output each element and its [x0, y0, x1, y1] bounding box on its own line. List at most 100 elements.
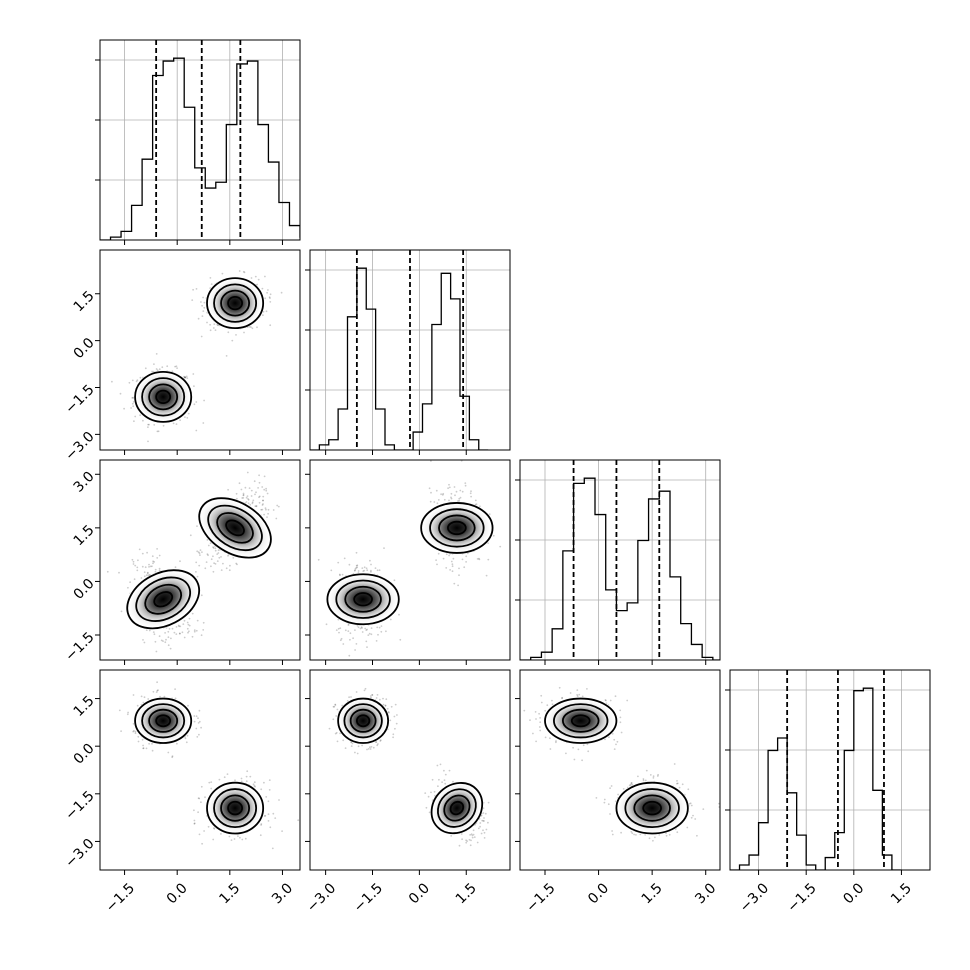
xtick-label-3-2: 0.0 — [840, 880, 867, 907]
panel-frame-0-0 — [99, 39, 301, 241]
ytick-label-3-3: 1.5 — [71, 693, 98, 720]
xtick-label-1-3: 1.5 — [453, 880, 480, 907]
ytick-label-3-2: 0.0 — [71, 741, 98, 768]
contour-1-0-0-2 — [141, 377, 186, 417]
panel-frame-3-3 — [729, 669, 931, 871]
panel-frame-2-2 — [519, 459, 721, 661]
contour-2-1-0-0 — [353, 592, 373, 607]
contour-1-0-0-0 — [155, 389, 172, 405]
ytick-label-1-3: 1.5 — [71, 288, 98, 315]
contour-3-0-1-3 — [206, 781, 265, 835]
contour-3-2-1-3 — [615, 781, 689, 835]
panel-2-2 — [515, 459, 721, 665]
panel-3-3: −3.0 −1.5 0.0 1.5 — [725, 669, 931, 916]
contour-3-1-0-3 — [337, 697, 390, 744]
contour-3-2-1-2 — [624, 788, 680, 829]
density-core-1-0-1 — [208, 279, 262, 327]
contour-3-2-1-1 — [633, 794, 671, 822]
density-core-3-0-0 — [136, 699, 190, 742]
contour-2-0-0-0 — [153, 591, 174, 608]
panel-frame-3-1 — [309, 669, 511, 871]
contour-2-0-1-0 — [225, 519, 245, 537]
density-plot-2-1 — [317, 460, 502, 657]
density-plot-3-2 — [523, 686, 720, 842]
contour-1-0-1-0 — [227, 295, 244, 311]
cluster-2-1-1 — [419, 501, 495, 555]
cluster-3-1-0 — [336, 697, 390, 745]
contour-3-2-1-0 — [642, 800, 662, 816]
cluster-3-0-1 — [205, 781, 265, 835]
xtick-label-2-1: 0.0 — [585, 880, 612, 907]
cluster-3-1-1 — [430, 781, 484, 835]
density-core-2-0-1 — [201, 499, 270, 557]
contour-1-0-1-3 — [206, 277, 265, 330]
xtick-label-3-3: 1.5 — [888, 880, 915, 907]
ytick-label-2-1: 0.0 — [71, 576, 98, 603]
panel-0-0 — [95, 39, 301, 245]
contour-3-0-1-0 — [227, 800, 244, 816]
contour-3-1-0-1 — [349, 708, 377, 733]
density-plot-3-0 — [118, 681, 300, 850]
contour-3-1-1-2 — [436, 788, 477, 828]
cluster-2-1-0 — [325, 573, 401, 626]
cluster-1-0-0 — [133, 370, 193, 424]
histogram-0 — [100, 57, 300, 240]
ytick-label-2-2: 1.5 — [71, 522, 98, 549]
panel-2-0: −1.5 0.0 1.5 3.0 — [62, 459, 301, 665]
contour-3-0-1-2 — [213, 788, 258, 829]
histogram-2 — [520, 477, 720, 660]
cluster-2-0-1 — [197, 496, 273, 560]
xtick-label-2-3: 3.0 — [692, 880, 719, 907]
xtick-label-3-0: −3.0 — [737, 880, 772, 915]
contour-3-1-1-0 — [449, 800, 465, 816]
contour-2-0-0-1 — [144, 583, 183, 615]
cluster-3-0-0 — [133, 697, 193, 745]
contour-3-2-0-3 — [544, 697, 618, 744]
panel-frame-2-1 — [309, 459, 511, 661]
panel-frame-1-1 — [309, 249, 511, 451]
contour-2-1-0-3 — [326, 573, 400, 626]
histogram-3 — [730, 687, 902, 870]
contour-2-0-1-2 — [207, 504, 263, 552]
contour-3-2-0-1 — [561, 708, 600, 733]
cluster-1-0-1 — [205, 276, 265, 330]
cluster-3-2-1 — [614, 781, 690, 835]
contour-3-0-0-3 — [134, 697, 193, 744]
panel-frame-3-2 — [519, 669, 721, 871]
contour-1-0-1-1 — [220, 289, 251, 317]
panel-frame-1-0 — [99, 249, 301, 451]
density-plot-1-0 — [111, 270, 283, 443]
density-core-3-0-1 — [208, 783, 262, 833]
panel-2-1 — [305, 459, 511, 665]
ytick-label-1-1: −1.5 — [62, 382, 97, 417]
contour-2-0-0-3 — [126, 569, 200, 630]
ytick-label-3-1: −1.5 — [62, 788, 97, 823]
hist-plot-1 — [310, 250, 510, 450]
xtick-label-1-2: 0.0 — [406, 880, 433, 907]
xtick-label-0-0: −1.5 — [103, 880, 138, 915]
xtick-label-1-0: −3.0 — [304, 880, 339, 915]
contour-1-0-0-3 — [134, 370, 193, 423]
density-core-3-1-0 — [339, 699, 387, 742]
histogram-1 — [310, 267, 489, 450]
panel-1-0: −3.0 −1.5 0.0 1.5 — [62, 249, 301, 464]
cluster-3-2-0 — [543, 697, 619, 745]
panel-3-0: −3.0−1.50.01.5−1.5 0.0 1.5 3.0 — [62, 669, 301, 916]
density-plot-2-0 — [106, 471, 280, 653]
hist-plot-3 — [730, 670, 930, 870]
ytick-label-1-0: −3.0 — [62, 429, 97, 464]
density-core-1-0-0 — [136, 373, 190, 421]
contour-2-0-1-1 — [216, 512, 254, 544]
xtick-label-3-1: −1.5 — [784, 880, 819, 915]
contour-3-1-0-0 — [355, 714, 371, 728]
contour-3-0-0-0 — [155, 714, 172, 728]
xtick-label-0-2: 1.5 — [216, 880, 243, 907]
ytick-label-2-0: −1.5 — [62, 629, 97, 664]
xtick-label-1-1: −1.5 — [351, 880, 386, 915]
panel-1-1 — [305, 249, 511, 455]
ytick-label-2-3: 3.0 — [71, 469, 98, 496]
panel-frame-2-0 — [99, 459, 301, 661]
xtick-label-0-3: 3.0 — [269, 880, 296, 907]
hist-plot-0 — [100, 40, 300, 240]
contour-2-0-1-3 — [198, 497, 272, 559]
